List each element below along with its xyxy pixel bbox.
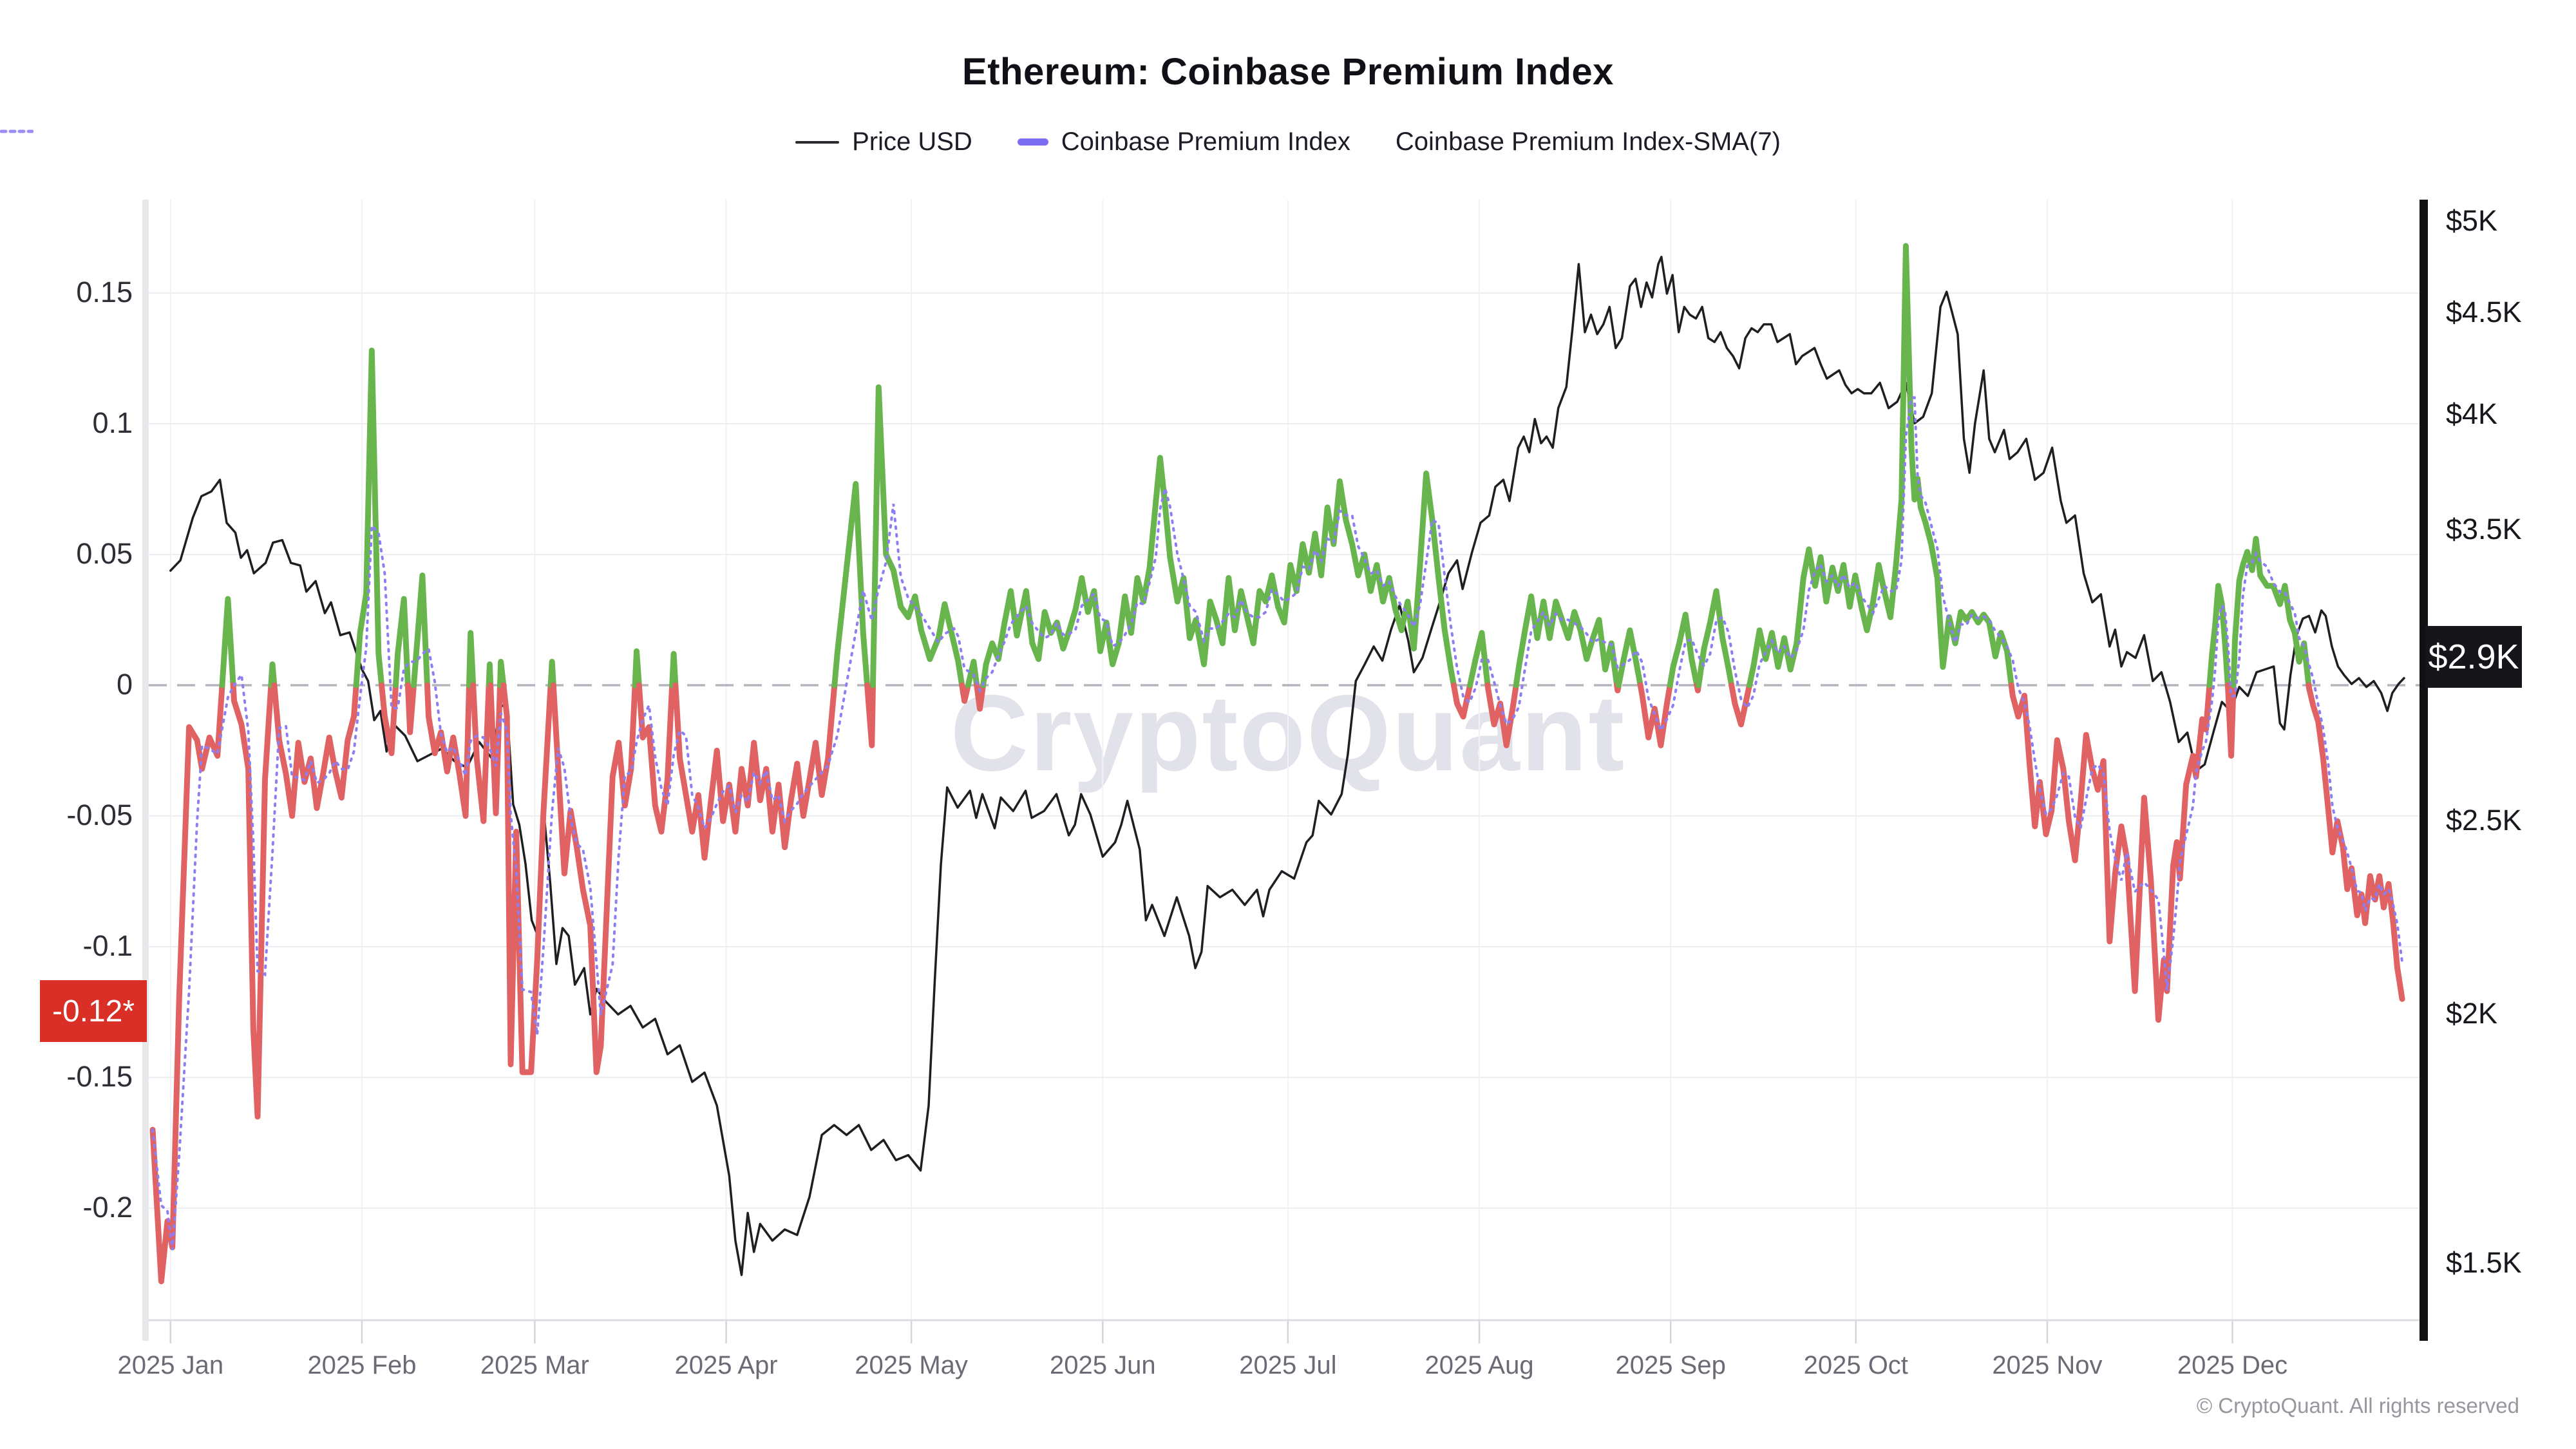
premium-line-positive: [669, 650, 679, 688]
premium-line-positive: [268, 661, 278, 688]
premium-line-negative: [149, 682, 225, 1285]
premium-line-negative: [424, 682, 472, 819]
x-axis-label-2025-Aug: 2025 Aug: [1425, 1351, 1534, 1379]
left-axis-label-0.15: 0.15: [76, 276, 133, 308]
legend-item-1[interactable]: Coinbase Premium Index: [1017, 128, 1350, 156]
premium-line-negative: [1728, 682, 1752, 728]
legend-item-2[interactable]: Coinbase Premium Index-SMA(7): [0, 128, 1781, 156]
left-axis-label-0: 0: [116, 668, 133, 701]
premium-line-negative: [470, 682, 492, 824]
premium-line-negative: [974, 682, 987, 712]
right-axis-label-$2K: $2K: [2446, 997, 2498, 1030]
premium-line-negative: [2306, 682, 2405, 1002]
copyright-footer: © CryptoQuant. All rights reserved: [2196, 1394, 2519, 1417]
right-axis-label-$5K: $5K: [2446, 204, 2498, 237]
x-axis-label-2025-May: 2025 May: [855, 1351, 968, 1379]
premium-line-positive: [1467, 630, 1491, 688]
last-premium-badge: -0.12*: [40, 980, 147, 1042]
left-axis-label--0.2: -0.2: [82, 1191, 133, 1224]
right-axis-label-$1.5K: $1.5K: [2446, 1245, 2522, 1279]
right-axis-label-$4.5K: $4.5K: [2446, 295, 2522, 328]
x-axis-label-2025-Mar: 2025 Mar: [480, 1351, 589, 1379]
premium-line-positive: [2206, 583, 2231, 688]
legend-swatch: [1017, 138, 1048, 146]
left-axis-label--0.15: -0.15: [66, 1060, 133, 1093]
premium-line-negative: [379, 682, 399, 757]
x-axis-label-2025-Oct: 2025 Oct: [1803, 1351, 1908, 1379]
premium-line-positive: [1696, 588, 1735, 688]
legend: Price USD Coinbase Premium Index Coinbase …: [0, 128, 2576, 156]
left-axis-bar: [142, 200, 149, 1341]
x-axis-label-2025-Jan: 2025 Jan: [117, 1351, 224, 1379]
x-axis-label-2025-Jul: 2025 Jul: [1239, 1351, 1337, 1379]
premium-line-negative: [500, 682, 554, 1075]
right-axis-label-$3.5K: $3.5K: [2446, 513, 2522, 546]
premium-line-positive: [1747, 243, 2014, 688]
premium-line-positive: [497, 659, 507, 688]
right-axis-label-$4K: $4K: [2446, 397, 2498, 430]
plot-area[interactable]: [149, 200, 2420, 1320]
premium-line-positive: [1513, 593, 1620, 688]
x-axis-label-2025-Feb: 2025 Feb: [307, 1351, 417, 1379]
premium-line-positive: [965, 659, 980, 688]
legend-label: Coinbase Premium Index: [1061, 128, 1350, 156]
premium-line-positive: [1615, 627, 1643, 688]
premium-line-negative: [230, 682, 274, 1120]
premium-line-negative: [2224, 682, 2237, 759]
x-axis-label-2025-Nov: 2025 Nov: [1992, 1351, 2103, 1379]
premium-line-positive: [547, 659, 556, 688]
premium-line-positive: [393, 596, 411, 688]
chart-title: Ethereum: Coinbase Premium Index: [962, 51, 1614, 93]
x-axis-label-2025-Apr: 2025 Apr: [674, 1351, 778, 1379]
last-price-badge: $2.9K: [2425, 626, 2522, 688]
right-axis-bar: [2420, 200, 2428, 1341]
legend-label: Price USD: [852, 128, 972, 156]
premium-line-positive: [353, 347, 385, 688]
premium-line-negative: [1637, 682, 1673, 748]
left-axis-label--0.1: -0.1: [82, 929, 133, 962]
premium-line-positive: [411, 573, 430, 688]
premium-line-positive: [632, 648, 642, 688]
left-axis-label--0.05: -0.05: [66, 799, 133, 831]
premium-line-positive: [1667, 611, 1700, 688]
premium-line-negative: [271, 682, 359, 819]
premium-line-negative: [2008, 682, 2213, 1023]
premium-line-negative: [959, 682, 971, 704]
price-line: [169, 256, 2405, 1276]
premium-line-positive: [486, 661, 494, 688]
premium-line-positive: [219, 596, 236, 688]
legend-label: Coinbase Premium Index-SMA(7): [1395, 128, 1781, 156]
legend-swatch-dashed: [0, 129, 33, 133]
premium-line-positive: [831, 480, 871, 688]
legend-item-0[interactable]: Price USD: [795, 128, 972, 156]
x-axis-label-2025-Dec: 2025 Dec: [2177, 1351, 2288, 1379]
premium-line-negative: [404, 682, 417, 735]
x-axis-label-2025-Sep: 2025 Sep: [1615, 1351, 1726, 1379]
legend-swatch: [795, 140, 840, 144]
x-axis-label-2025-Jun: 2025 Jun: [1049, 1351, 1156, 1379]
right-axis-label-$2.5K: $2.5K: [2446, 804, 2522, 837]
premium-line-positive: [2230, 536, 2312, 688]
premium-sma-line: [151, 396, 2404, 1251]
left-axis-label-0.1: 0.1: [92, 406, 133, 439]
premium-line-positive: [466, 630, 477, 688]
premium-line-negative: [636, 682, 676, 835]
left-axis-label-0.05: 0.05: [76, 537, 133, 570]
premium-line-negative: [864, 682, 876, 748]
